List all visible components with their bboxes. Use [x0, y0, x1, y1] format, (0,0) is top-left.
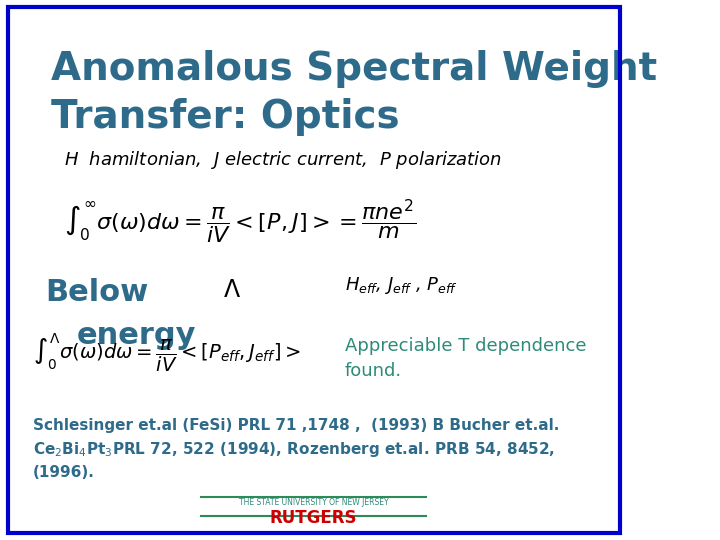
- Text: $H$  hamiltonian,  $J$ electric current,  $P$ polarization: $H$ hamiltonian, $J$ electric current, $…: [64, 149, 502, 171]
- Text: RUTGERS: RUTGERS: [270, 509, 357, 527]
- Text: $\int_0^{\infty} \sigma(\omega)d\omega = \dfrac{\pi}{iV} < [P,J] >= \dfrac{\pi n: $\int_0^{\infty} \sigma(\omega)d\omega =…: [64, 198, 416, 246]
- Text: $H_{eff}$, $J_{eff}$ , $P_{eff}$: $H_{eff}$, $J_{eff}$ , $P_{eff}$: [345, 275, 458, 296]
- Text: energy: energy: [76, 321, 196, 350]
- Text: THE STATE UNIVERSITY OF NEW JERSEY: THE STATE UNIVERSITY OF NEW JERSEY: [239, 498, 388, 507]
- Text: Below: Below: [45, 278, 148, 307]
- Text: Transfer: Optics: Transfer: Optics: [51, 98, 400, 136]
- Text: Schlesinger et.al (FeSi) PRL 71 ,1748 ,  (1993) B Bucher et.al.
Ce$_2$Bi$_4$Pt$_: Schlesinger et.al (FeSi) PRL 71 ,1748 , …: [32, 418, 559, 480]
- Text: Appreciable T dependence
found.: Appreciable T dependence found.: [345, 337, 586, 380]
- Text: Anomalous Spectral Weight: Anomalous Spectral Weight: [51, 50, 657, 87]
- Text: $\int_0^{\Lambda} \sigma(\omega)d\omega = \dfrac{\pi}{iV} < \left[P_{eff}, J_{ef: $\int_0^{\Lambda} \sigma(\omega)d\omega …: [32, 332, 300, 374]
- Text: $\Lambda$: $\Lambda$: [223, 278, 241, 302]
